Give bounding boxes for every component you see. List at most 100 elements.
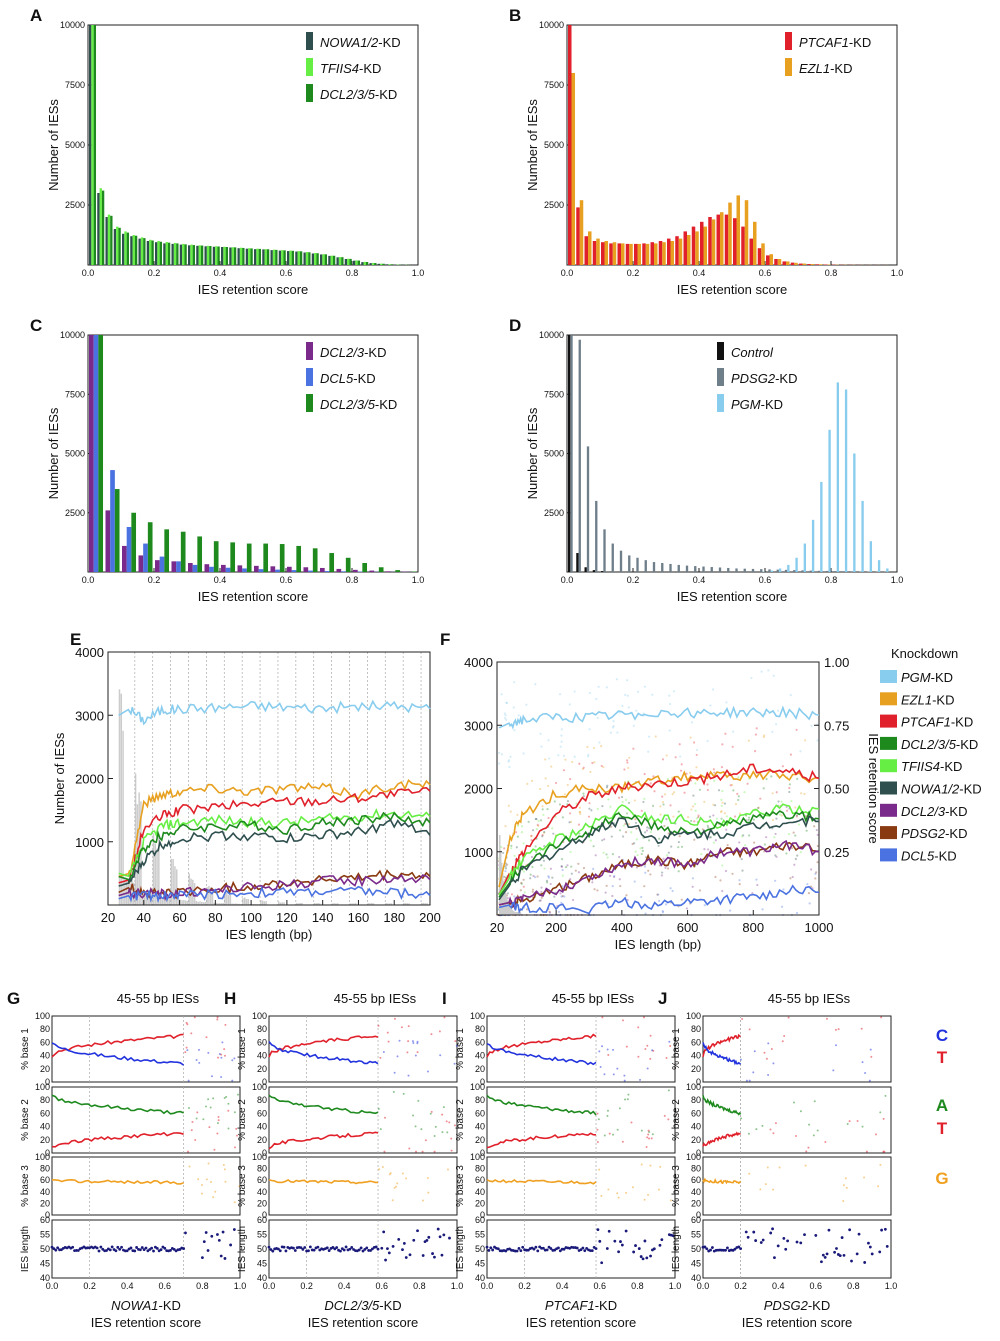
scatter-point <box>507 804 510 807</box>
scatter-point <box>625 679 629 682</box>
bar <box>345 557 351 572</box>
legend-swatch <box>880 736 897 750</box>
scatter-point <box>387 1040 390 1043</box>
bar <box>122 545 127 572</box>
y-tick-label: 7500 <box>544 80 564 90</box>
length-bar <box>206 887 208 905</box>
scatter-point <box>526 782 529 786</box>
bar <box>320 254 323 265</box>
length-point <box>365 1246 369 1250</box>
bar <box>661 562 664 572</box>
scatter-point <box>540 896 543 899</box>
scatter-point <box>640 1163 643 1166</box>
scatter-point <box>807 892 811 895</box>
scatter-point <box>531 779 534 782</box>
length-bar <box>369 903 371 905</box>
scatter-point <box>566 783 569 787</box>
scatter-point <box>662 857 665 860</box>
bar <box>258 569 264 572</box>
scatter-point <box>571 898 575 902</box>
scatter-point <box>694 782 697 785</box>
length-point <box>660 1238 664 1242</box>
bar <box>198 245 201 265</box>
length-bar <box>387 903 389 905</box>
legend-name: NOWA1/2 <box>901 782 960 797</box>
scatter-point <box>635 838 638 841</box>
knockdown-label: DCL2/3/5-KD <box>324 1298 401 1313</box>
scatter-point <box>207 1098 210 1101</box>
scatter-point <box>522 752 525 755</box>
length-point <box>401 1248 404 1251</box>
x-tick-label: 0.8 <box>346 575 359 585</box>
scatter-point <box>640 1129 643 1132</box>
scatter-point <box>678 743 681 746</box>
length-point <box>348 1247 352 1251</box>
y-tick-label: 60 <box>40 1175 50 1185</box>
bar <box>192 245 196 265</box>
scatter-point <box>416 1051 419 1054</box>
scatter-point <box>623 1074 626 1077</box>
scatter-point <box>706 739 709 743</box>
x-axis-label: IES retention score <box>308 1315 419 1330</box>
length-point <box>303 1246 307 1249</box>
scatter-point <box>642 1016 645 1019</box>
length-point <box>737 1245 741 1249</box>
scatter-point <box>799 1110 802 1113</box>
scatter-point <box>649 1034 652 1037</box>
base-line <box>268 1035 379 1058</box>
length-point <box>496 1247 500 1251</box>
scatter-point <box>560 901 563 904</box>
y-tick-label: 10000 <box>539 20 564 30</box>
length-point <box>308 1245 312 1249</box>
bar <box>718 567 722 572</box>
scatter-point <box>882 1150 885 1153</box>
bar <box>828 429 831 572</box>
bar <box>176 243 179 265</box>
scatter-point <box>752 841 756 844</box>
length-point <box>363 1248 367 1251</box>
scatter-point <box>865 1150 868 1153</box>
scatter-point <box>739 1058 742 1061</box>
scatter-point <box>210 1075 213 1078</box>
plot-frame <box>268 1086 458 1154</box>
x-tick-label: 0.2 <box>148 575 161 585</box>
y-axis-label: % base 1 <box>20 1028 31 1070</box>
legend-name: DCL2/3/5 <box>901 737 957 752</box>
scatter-point <box>515 831 518 834</box>
bar <box>820 481 823 572</box>
scatter-point <box>200 1192 203 1195</box>
length-bar <box>179 899 182 905</box>
scatter-point <box>671 793 674 796</box>
length-bar <box>354 903 357 905</box>
series-line <box>498 841 820 909</box>
scatter-point <box>427 1191 430 1194</box>
scatter-point <box>864 1071 867 1074</box>
scatter-point <box>621 1019 624 1022</box>
x-tick-label: 160 <box>348 910 370 925</box>
scatter-point <box>737 795 740 798</box>
scatter-point <box>517 714 520 717</box>
legend-swatch <box>880 803 897 817</box>
legend-suffix: -KD <box>956 737 978 752</box>
scatter-point <box>803 792 806 796</box>
scatter-point <box>703 904 706 907</box>
scatter-point <box>868 1079 871 1082</box>
scatter-point <box>672 690 676 693</box>
length-point <box>386 1247 389 1251</box>
bar <box>720 212 724 265</box>
scatter-point <box>188 1165 191 1168</box>
bar <box>206 245 210 265</box>
length-bar <box>224 892 226 905</box>
length-point <box>613 1239 617 1243</box>
scatter-point <box>588 728 591 731</box>
plot-frame <box>268 1219 458 1279</box>
x-tick-label: 1.0 <box>669 1281 682 1291</box>
scatter-point <box>525 703 528 706</box>
length-point <box>746 1235 750 1239</box>
length-point <box>863 1261 867 1264</box>
length-point <box>885 1245 889 1248</box>
scatter-point <box>548 757 551 760</box>
length-point <box>292 1246 295 1250</box>
length-point <box>229 1243 233 1247</box>
length-point <box>485 1245 489 1249</box>
